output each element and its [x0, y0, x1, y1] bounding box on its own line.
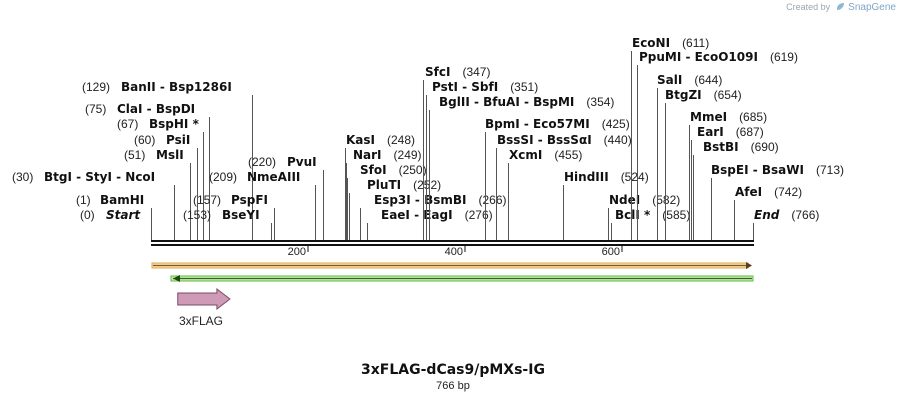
site-label[interactable]: Esp3I - BsmBI [374, 193, 466, 207]
site-position: (30) [12, 170, 33, 184]
site-position: (157) [193, 193, 221, 207]
site-label[interactable]: PluTI [367, 178, 401, 192]
site-label[interactable]: PstI - SbfI [432, 80, 498, 94]
site-position: (248) [387, 133, 415, 147]
site-label[interactable]: XcmI [509, 148, 542, 162]
site-label[interactable]: MslI [156, 148, 184, 162]
reverse-arrow-icon [173, 275, 180, 282]
map-length: 766 bp [436, 380, 470, 392]
site-label[interactable]: EcoNI [632, 36, 670, 50]
site-position: (276) [465, 208, 493, 222]
backbone-bottom-line [151, 244, 754, 246]
site-label[interactable]: End [754, 208, 780, 222]
site-position: (654) [714, 88, 742, 102]
axis-tick-label: 600 [602, 246, 620, 258]
site-position: (249) [394, 148, 422, 162]
site-position: (67) [117, 117, 138, 131]
site-position: (351) [510, 80, 538, 94]
site-position: (611) [682, 36, 709, 50]
site-position: (690) [751, 140, 779, 154]
backbone-top-line [151, 240, 754, 242]
feature-3xflag-arrow-icon[interactable] [177, 287, 231, 311]
site-position: (220) [248, 155, 276, 169]
site-position: (742) [774, 185, 802, 199]
site-label[interactable]: BssSI - BssSαI [497, 133, 592, 147]
axis-tick-label: 400 [445, 246, 463, 258]
site-label[interactable]: AfeI [735, 185, 762, 199]
site-label[interactable]: KasI [346, 133, 375, 147]
site-label[interactable]: EarI [697, 125, 724, 139]
site-position: (524) [621, 170, 649, 184]
site-position: (209) [209, 170, 237, 184]
credit: Created by SnapGene [786, 1, 896, 13]
site-position: (1) [76, 193, 91, 207]
site-position: (455) [554, 148, 582, 162]
site-position: (0) [80, 208, 95, 222]
site-label[interactable]: BtgI - StyI - NcoI [44, 170, 155, 184]
axis-tick-label: 200 [288, 246, 306, 258]
feature-label[interactable]: 3xFLAG [179, 314, 224, 328]
site-position: (713) [816, 163, 844, 177]
site-label[interactable]: Start [106, 208, 141, 222]
site-label[interactable]: BpmI - Eco57MI [485, 117, 590, 131]
site-label[interactable]: BspHI * [149, 117, 200, 131]
site-position: (644) [694, 73, 722, 87]
site-label[interactable]: BstBI [703, 140, 739, 154]
forward-arrow-icon [746, 262, 752, 269]
site-label[interactable]: SfcI [425, 65, 450, 79]
site-position: (266) [478, 193, 506, 207]
site-label[interactable]: MmeI [690, 110, 727, 124]
site-position: (425) [602, 117, 630, 131]
site-position: (60) [134, 133, 155, 147]
site-label[interactable]: BamHI [100, 193, 144, 207]
site-label[interactable]: BglII - BfuAI - BspMI [439, 95, 574, 109]
site-label[interactable]: NmeAIII [247, 170, 300, 184]
site-position: (51) [124, 148, 145, 162]
site-label[interactable]: PpuMI - EcoO109I [639, 50, 758, 64]
site-position: (252) [413, 178, 441, 192]
site-label[interactable]: SfoI [360, 163, 387, 177]
map-title: 3xFLAG-dCas9/pMXs-IG [361, 362, 545, 378]
site-label[interactable]: BanII - Bsp1286I [121, 80, 232, 94]
site-label[interactable]: NdeI [609, 193, 640, 207]
site-label[interactable]: BspEI - BsaWI [711, 163, 804, 177]
site-position: (582) [652, 193, 680, 207]
site-position: (250) [399, 163, 427, 177]
site-label[interactable]: BtgZI [665, 88, 702, 102]
site-label[interactable]: NarI [353, 148, 382, 162]
site-label[interactable]: SalI [657, 73, 682, 87]
credit-brand: SnapGene [848, 2, 896, 13]
site-position: (766) [791, 208, 819, 222]
site-label[interactable]: BseYI [222, 208, 260, 222]
site-position: (440) [604, 133, 632, 147]
site-position: (347) [462, 65, 490, 79]
site-label[interactable]: EaeI - EagI [381, 208, 453, 222]
site-label[interactable]: ClaI - BspDI [117, 102, 195, 116]
site-position: (75) [85, 102, 106, 116]
site-position: (129) [82, 80, 110, 94]
site-position: (153) [183, 208, 211, 222]
site-position: (687) [736, 125, 764, 139]
site-label[interactable]: PsiI [166, 133, 190, 147]
site-label[interactable]: PvuI [287, 155, 317, 169]
site-position: (354) [586, 95, 614, 109]
site-label[interactable]: HindIII [564, 170, 609, 184]
site-position: (585) [662, 208, 690, 222]
site-label[interactable]: BclI * [615, 208, 651, 222]
snapgene-logo-icon [836, 3, 844, 10]
site-position: (685) [739, 110, 767, 124]
site-position: (619) [770, 50, 798, 64]
credit-prefix: Created by [786, 2, 831, 12]
site-label[interactable]: PspFI [231, 193, 268, 207]
